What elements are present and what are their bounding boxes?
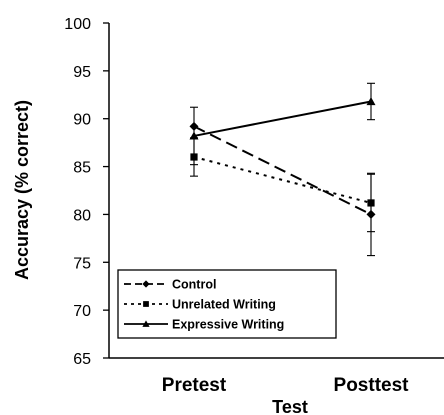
x-category-label: Pretest	[162, 375, 227, 396]
diamond-marker	[366, 209, 376, 219]
diamond-marker	[189, 121, 199, 131]
legend-label: Expressive Writing	[172, 318, 284, 332]
square-marker	[367, 199, 375, 207]
axes	[108, 23, 444, 359]
y-ticks: 65 70 75 80 85 90 95 100	[64, 16, 109, 368]
y-tick-label: 90	[73, 112, 91, 129]
x-axis-title: Test	[272, 397, 308, 415]
series-line-unrelated-writing	[193, 156, 372, 204]
y-axis-title: Accuracy (% correct)	[12, 100, 32, 280]
legend: Control Unrelated Writing Expressive Writi…	[117, 269, 337, 339]
legend-label: Control	[172, 278, 216, 292]
square-marker	[190, 153, 198, 161]
x-labels: Pretest Posttest	[162, 375, 409, 396]
y-tick-label: 95	[73, 64, 91, 81]
series-line-expressive-writing	[193, 100, 372, 137]
diamond-marker	[142, 280, 150, 288]
triangle-marker	[189, 131, 199, 140]
series-line-control	[193, 125, 372, 216]
y-tick-label: 70	[73, 303, 91, 320]
y-tick-label: 80	[73, 207, 91, 224]
y-tick-label: 100	[64, 16, 91, 33]
y-tick-label: 85	[73, 160, 91, 177]
markers	[189, 96, 376, 219]
series-lines	[193, 100, 372, 216]
x-category-label: Posttest	[334, 375, 410, 396]
y-tick-label: 75	[73, 255, 91, 272]
triangle-marker	[142, 320, 150, 327]
legend-label: Unrelated Writing	[172, 298, 276, 312]
triangle-marker	[366, 96, 376, 106]
y-tick-label: 65	[73, 351, 91, 368]
square-marker	[143, 301, 149, 307]
